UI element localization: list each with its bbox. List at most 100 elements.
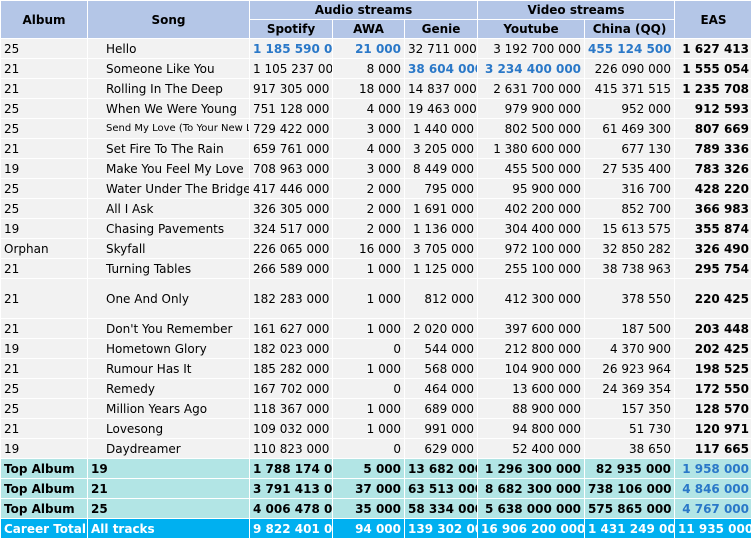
cell-spotify: 182 283 000	[250, 279, 332, 318]
cell-spotify: 182 023 000	[250, 339, 332, 358]
cell-youtube: 972 100 000	[478, 239, 585, 258]
cell-song: Remedy	[88, 379, 249, 398]
cell-album: 21	[1, 359, 87, 378]
cell-spotify: 109 032 000	[250, 419, 332, 438]
cell-spotify: 110 823 000	[250, 439, 332, 458]
cell-eas: 1 555 054	[675, 59, 751, 78]
cell-song: Water Under The Bridge	[88, 179, 249, 198]
cell-song: Turning Tables	[88, 259, 249, 278]
cell-genie: 1 691 000	[405, 199, 478, 218]
cell-china-qq: 677 130	[585, 139, 675, 158]
cell-album: Top Album	[1, 479, 87, 498]
cell-eas: 1 958 000	[675, 459, 751, 478]
header-spotify: Spotify	[250, 20, 332, 38]
header-row-columns: Spotify AWA Genie Youtube China (QQ)	[1, 20, 751, 38]
cell-china-qq: 61 469 300	[585, 119, 675, 138]
cell-album: 21	[1, 279, 87, 318]
table-row: 25 Remedy 167 702 000 0 464 000 13 600 000 24 …	[1, 379, 751, 398]
cell-youtube: 95 900 000	[478, 179, 585, 198]
cell-album: 21	[1, 259, 87, 278]
cell-spotify: 4 006 478 000	[250, 499, 332, 518]
cell-song: Hello	[88, 39, 249, 58]
cell-china-qq: 575 865 000	[585, 499, 675, 518]
header-row-group: Album Song Audio streams Video streams E…	[1, 1, 751, 38]
cell-awa: 1 000	[333, 319, 404, 338]
cell-spotify: 226 065 000	[250, 239, 332, 258]
cell-song: Send My Love (To Your New Lover)	[88, 119, 249, 138]
cell-eas: 120 971	[675, 419, 751, 438]
cell-album: 25	[1, 179, 87, 198]
cell-awa: 1 000	[333, 259, 404, 278]
cell-genie: 812 000	[405, 279, 478, 318]
header-awa: AWA	[333, 20, 404, 38]
cell-youtube: 802 500 000	[478, 119, 585, 138]
cell-china-qq: 4 370 900	[585, 339, 675, 358]
cell-song: 19	[88, 459, 249, 478]
cell-china-qq: 316 700	[585, 179, 675, 198]
cell-china-qq: 1 431 249 000	[585, 519, 675, 538]
cell-china-qq: 26 923 964	[585, 359, 675, 378]
cell-eas: 117 665	[675, 439, 751, 458]
cell-eas: 295 754	[675, 259, 751, 278]
cell-genie: 689 000	[405, 399, 478, 418]
cell-china-qq: 455 124 500	[585, 39, 675, 58]
cell-spotify: 751 128 000	[250, 99, 332, 118]
cell-youtube: 212 800 000	[478, 339, 585, 358]
table-row: 21 Set Fire To The Rain 659 761 000 4 000 3 …	[1, 139, 751, 158]
cell-eas: 4 767 000	[675, 499, 751, 518]
table-row: 21 Rumour Has It 185 282 000 1 000 568 000 10…	[1, 359, 751, 378]
cell-youtube: 397 600 000	[478, 319, 585, 338]
cell-song: Million Years Ago	[88, 399, 249, 418]
cell-spotify: 729 422 000	[250, 119, 332, 138]
cell-spotify: 185 282 000	[250, 359, 332, 378]
cell-genie: 991 000	[405, 419, 478, 438]
cell-genie: 568 000	[405, 359, 478, 378]
cell-eas: 355 874	[675, 219, 751, 238]
cell-album: 21	[1, 319, 87, 338]
cell-spotify: 118 367 000	[250, 399, 332, 418]
cell-spotify: 3 791 413 000	[250, 479, 332, 498]
cell-awa: 1 000	[333, 359, 404, 378]
cell-awa: 1 000	[333, 279, 404, 318]
cell-awa: 0	[333, 339, 404, 358]
cell-song: Set Fire To The Rain	[88, 139, 249, 158]
table-row: 19 Hometown Glory 182 023 000 0 544 000 212 8…	[1, 339, 751, 358]
cell-china-qq: 187 500	[585, 319, 675, 338]
cell-china-qq: 415 371 515	[585, 79, 675, 98]
cell-spotify: 167 702 000	[250, 379, 332, 398]
cell-china-qq: 27 535 400	[585, 159, 675, 178]
header-genie: Genie	[405, 20, 478, 38]
cell-china-qq: 952 000	[585, 99, 675, 118]
cell-eas: 198 525	[675, 359, 751, 378]
cell-eas: 4 846 000	[675, 479, 751, 498]
cell-spotify: 1 185 590 000	[250, 39, 332, 58]
cell-youtube: 1 380 600 000	[478, 139, 585, 158]
cell-eas: 783 326	[675, 159, 751, 178]
cell-song: Lovesong	[88, 419, 249, 438]
cell-song: Chasing Pavements	[88, 219, 249, 238]
cell-album: 19	[1, 159, 87, 178]
cell-genie: 1 125 000	[405, 259, 478, 278]
cell-spotify: 417 446 000	[250, 179, 332, 198]
cell-eas: 202 425	[675, 339, 751, 358]
cell-genie: 19 463 000	[405, 99, 478, 118]
cell-eas: 789 336	[675, 139, 751, 158]
cell-song: All I Ask	[88, 199, 249, 218]
cell-song: Rolling In The Deep	[88, 79, 249, 98]
cell-album: Top Album	[1, 459, 87, 478]
cell-genie: 3 205 000	[405, 139, 478, 158]
cell-album: 25	[1, 39, 87, 58]
cell-eas: 1 627 413	[675, 39, 751, 58]
cell-china-qq: 157 350	[585, 399, 675, 418]
cell-album: Orphan	[1, 239, 87, 258]
cell-awa: 0	[333, 439, 404, 458]
table-row: 19 Daydreamer 110 823 000 0 629 000 52 400 00…	[1, 439, 751, 458]
cell-album: 25	[1, 379, 87, 398]
cell-spotify: 326 305 000	[250, 199, 332, 218]
cell-china-qq: 378 550	[585, 279, 675, 318]
table-row: 21 Rolling In The Deep 917 305 000 18 000 14…	[1, 79, 751, 98]
